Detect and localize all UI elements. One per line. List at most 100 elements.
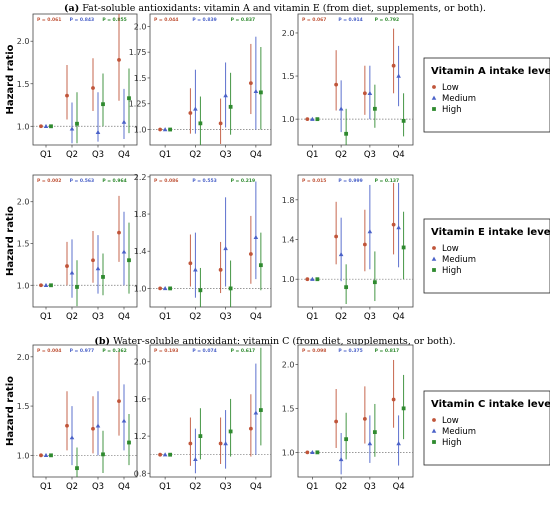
legend-frame xyxy=(423,218,550,294)
y-tick-label: 1.0 xyxy=(134,126,147,135)
x-tick-label: Q4 xyxy=(118,482,130,492)
y-tick-label: 0.8 xyxy=(134,469,147,478)
point-high-q4 xyxy=(258,408,263,412)
p-value-label: P = 0.817 xyxy=(375,348,399,354)
point-medium-q1 xyxy=(310,449,315,455)
point-high-q4 xyxy=(127,258,131,263)
p-value-label: P = 0.193 xyxy=(154,348,178,354)
x-tick-label: Q2 xyxy=(335,150,347,160)
legend-marker-high xyxy=(432,268,436,272)
point-medium-q3 xyxy=(95,129,101,134)
x-tick-label: Q1 xyxy=(159,150,171,160)
panel-frame xyxy=(149,13,272,146)
legend-item-low: Low xyxy=(442,244,459,254)
p-value-label: P = 0.563 xyxy=(70,178,94,184)
p-value-label: P = 0.015 xyxy=(302,178,326,184)
point-low-q3 xyxy=(218,441,223,446)
point-low-q1 xyxy=(305,117,310,122)
point-high-q3 xyxy=(372,280,377,285)
point-low-q3 xyxy=(218,267,223,272)
panel-frame xyxy=(149,174,272,308)
legend-marker-low xyxy=(432,418,436,422)
point-high-q1 xyxy=(49,453,53,458)
legend-item-low: Low xyxy=(442,83,459,93)
point-medium-q1 xyxy=(310,276,315,281)
caption-a-text: Fat-soluble antioxidants: vitamin A and … xyxy=(82,3,486,14)
panel-frame xyxy=(149,344,272,478)
p-value-label: P = 0.617 xyxy=(231,348,255,354)
x-tick-label: Q4 xyxy=(250,482,262,492)
legend-item-high: High xyxy=(442,438,462,448)
x-tick-label: Q1 xyxy=(306,150,318,160)
x-tick-label: Q3 xyxy=(92,312,104,322)
p-value-label: P = 0.137 xyxy=(375,178,399,184)
p-value-label: P = 0.839 xyxy=(192,17,216,23)
point-high-q3 xyxy=(372,106,377,111)
p-value-label: P = 0.086 xyxy=(154,178,178,184)
point-low-q4 xyxy=(391,222,396,227)
point-low-q1 xyxy=(39,453,43,458)
x-tick-label: Q1 xyxy=(159,312,171,322)
x-tick-label: Q1 xyxy=(40,312,52,322)
x-tick-label: Q4 xyxy=(393,482,405,492)
point-medium-q3 xyxy=(95,266,101,271)
y-axis-label: Hazard ratio xyxy=(5,44,16,114)
p-value-label: P = 0.362 xyxy=(102,348,126,354)
point-medium-q1 xyxy=(43,282,49,287)
point-medium-q4 xyxy=(253,410,259,415)
point-medium-q1 xyxy=(162,452,168,457)
y-tick-label: 2.0 xyxy=(134,22,147,31)
legend-title: Vitamin E intake level xyxy=(431,227,550,238)
x-tick-label: Q2 xyxy=(335,482,347,492)
point-medium-q3 xyxy=(223,93,228,98)
panel-frame xyxy=(32,13,138,146)
point-medium-q3 xyxy=(367,229,373,234)
y-tick-label: 1.8 xyxy=(134,210,147,219)
y-tick-label: 1.4 xyxy=(282,236,295,245)
x-tick-label: Q4 xyxy=(250,150,262,160)
p-value-label: P = 0.219 xyxy=(231,178,255,184)
point-high-q3 xyxy=(228,429,233,434)
x-tick-label: Q3 xyxy=(364,150,376,160)
point-high-q4 xyxy=(258,263,263,268)
legend-marker-high xyxy=(432,107,436,111)
x-tick-label: Q1 xyxy=(306,312,318,322)
y-tick-label: 2.0 xyxy=(134,358,147,367)
p-value-label: P = 0.914 xyxy=(338,17,362,23)
panel-r3c1: 1.0 1.5 2.0 Q1 Q2 Q3 Q4 P = 0.004 P = 0.977 P = 0… xyxy=(5,344,138,492)
x-tick-label: Q4 xyxy=(393,150,405,160)
point-high-q3 xyxy=(101,102,105,107)
y-tick-label: 1.5 xyxy=(17,240,30,249)
panel-frame xyxy=(297,13,414,146)
point-high-q1 xyxy=(168,286,173,291)
y-tick-label: 1.5 xyxy=(17,402,30,411)
point-medium-q1 xyxy=(43,452,49,458)
point-high-q3 xyxy=(101,452,105,457)
point-medium-q3 xyxy=(95,423,101,428)
point-high-q1 xyxy=(168,127,173,132)
caption-b-letter: (b) xyxy=(94,336,111,347)
legend-marker-medium xyxy=(431,428,437,433)
legend-item-high: High xyxy=(442,105,462,115)
x-tick-label: Q1 xyxy=(159,482,171,492)
point-high-q1 xyxy=(315,117,320,122)
point-low-q3 xyxy=(362,91,367,96)
y-tick-label: 1.5 xyxy=(282,404,295,413)
x-tick-label: Q1 xyxy=(40,482,52,492)
y-tick-label: 2.0 xyxy=(17,198,30,207)
panel-r3c3: 1.0 1.5 2.0 Q1 Q2 Q3 Q4 P = 0.098 P = 0.375 P = 0… xyxy=(282,344,414,492)
caption-a: (a) Fat-soluble antioxidants: vitamin A … xyxy=(0,3,550,14)
point-high-q3 xyxy=(228,104,233,109)
point-low-q3 xyxy=(91,426,95,431)
point-low-q2 xyxy=(65,423,69,428)
y-tick-label: 1.5 xyxy=(17,80,30,89)
point-low-q3 xyxy=(362,417,367,421)
point-high-q4 xyxy=(401,245,406,250)
point-medium-q3 xyxy=(223,246,228,251)
point-low-q3 xyxy=(91,258,95,263)
point-high-q4 xyxy=(258,90,263,95)
y-tick-label: 1.0 xyxy=(282,448,295,457)
point-low-q4 xyxy=(248,81,253,86)
y-tick-label: 1.8 xyxy=(282,196,295,205)
p-value-label: P = 0.375 xyxy=(338,348,362,354)
